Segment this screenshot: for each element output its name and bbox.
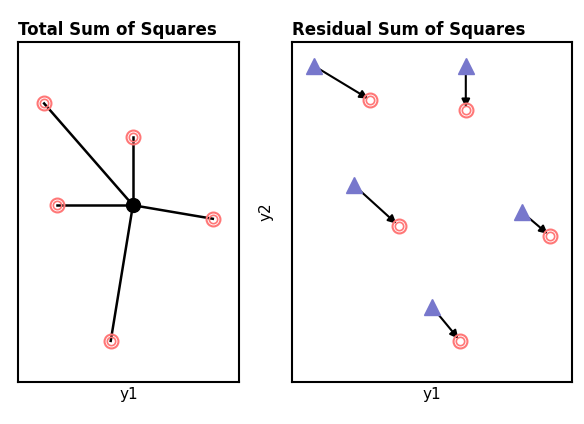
X-axis label: y1: y1 xyxy=(119,387,138,402)
Text: Total Sum of Squares: Total Sum of Squares xyxy=(18,22,216,39)
X-axis label: y1: y1 xyxy=(423,387,442,402)
Text: y2: y2 xyxy=(258,203,273,221)
Text: Residual Sum of Squares: Residual Sum of Squares xyxy=(292,22,526,39)
